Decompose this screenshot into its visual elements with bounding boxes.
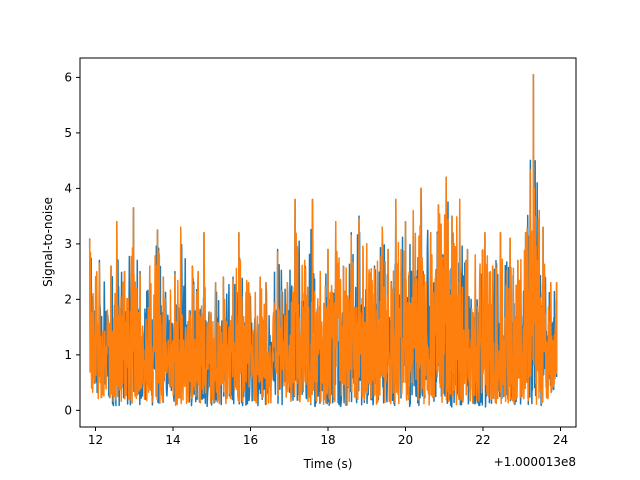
x-tick-label: 18 <box>320 433 335 447</box>
series-line-2 <box>88 73 558 407</box>
y-tick-label: 0 <box>64 403 72 417</box>
series-layer <box>88 73 558 408</box>
x-axis-label: Time (s) <box>303 457 353 471</box>
x-tick-label: 22 <box>475 433 490 447</box>
y-tick-label: 5 <box>64 126 72 140</box>
x-tick-label: 12 <box>88 433 103 447</box>
x-tick-label: 14 <box>165 433 180 447</box>
x-axis-offset-label: +1.000013e8 <box>494 455 576 469</box>
y-tick-label: 1 <box>64 348 72 362</box>
y-tick-label: 3 <box>64 237 72 251</box>
y-tick-label: 2 <box>64 292 72 306</box>
y-tick-label: 4 <box>64 181 72 195</box>
x-tick-label: 16 <box>243 433 258 447</box>
x-axis-ticks: 12 14 16 18 20 22 24 <box>88 427 568 447</box>
y-axis-label: Signal-to-noise <box>41 197 55 287</box>
x-tick-label: 24 <box>553 433 568 447</box>
y-tick-label: 6 <box>64 70 72 84</box>
x-tick-label: 20 <box>398 433 413 447</box>
y-axis-ticks: 0 1 2 3 4 5 6 <box>64 70 80 417</box>
